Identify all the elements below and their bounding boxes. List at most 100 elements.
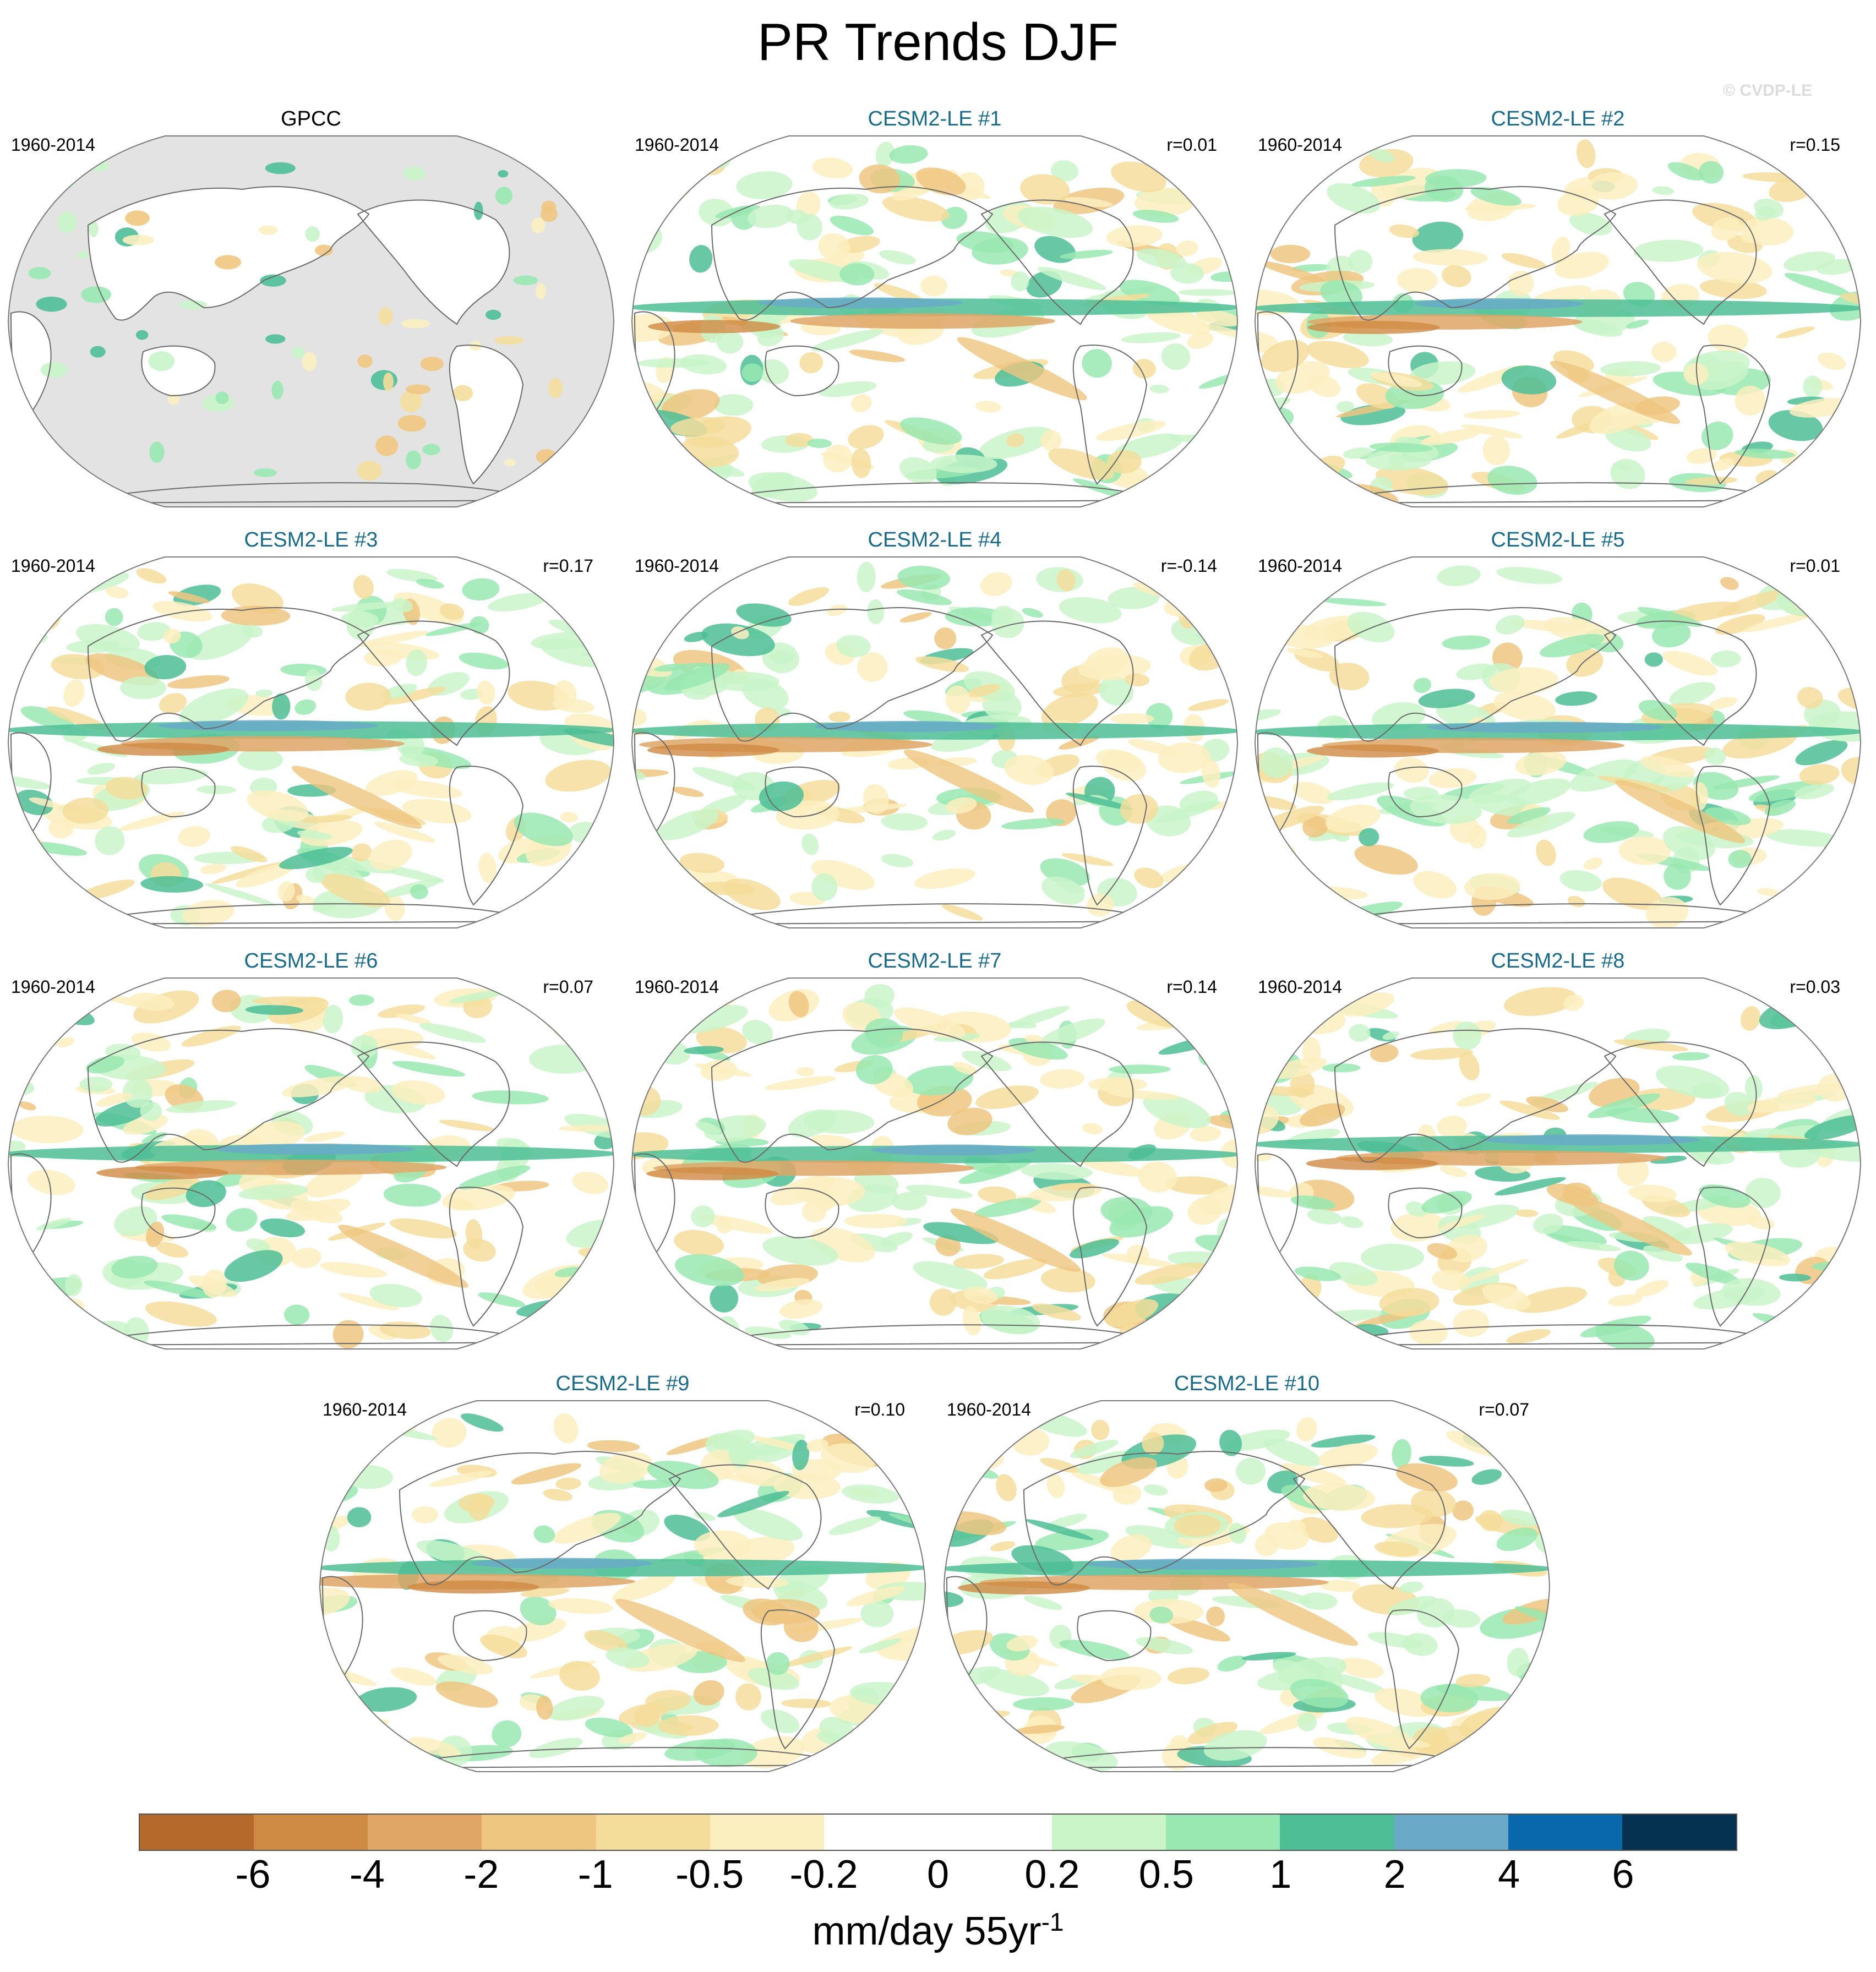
panel-title: CESM2-LE #8 (1491, 949, 1625, 973)
trend-map (1252, 553, 1863, 932)
panel-period: 1960-2014 (947, 1400, 1032, 1419)
colorbar-unit-exponent: -1 (1041, 1908, 1064, 1936)
colorbar-unit-text: mm/day 55yr (812, 1909, 1041, 1953)
trend-map-svg (319, 1400, 926, 1772)
colorbar-segment (1052, 1815, 1166, 1850)
colorbar-tick-label: -2 (463, 1853, 499, 1897)
colorbar-segment (368, 1815, 482, 1850)
colorbar-segment (140, 1815, 254, 1850)
panel-period: 1960-2014 (1258, 135, 1343, 155)
trend-map-svg (7, 135, 615, 507)
panel-correlation: r=0.17 (543, 556, 593, 576)
panel-period: 1960-2014 (1258, 556, 1343, 576)
panel-correlation: r=0.07 (543, 977, 593, 997)
panel-period: 1960-2014 (11, 135, 96, 155)
trend-map-svg (631, 556, 1239, 928)
trend-map-svg (631, 135, 1239, 507)
trend-map (1252, 974, 1863, 1353)
map-panel: CESM2-LE #8 1960-2014 r=0.03 (1252, 949, 1863, 1354)
colorbar-segment (596, 1815, 710, 1850)
colorbar-tick-label: 0.5 (1138, 1853, 1194, 1897)
panel-correlation: r=0.03 (1790, 977, 1840, 997)
panel-title: CESM2-LE #10 (1174, 1372, 1319, 1395)
panel-title: CESM2-LE #4 (868, 528, 1002, 551)
colorbar-tick-label: 2 (1383, 1853, 1406, 1897)
colorbar-tick-label: -0.5 (675, 1853, 744, 1897)
panel-title: CESM2-LE #1 (868, 107, 1002, 130)
panel-title: CESM2-LE #9 (555, 1372, 690, 1395)
trend-map (6, 974, 617, 1353)
map-panel: CESM2-LE #6 1960-2014 r=0.07 (6, 949, 617, 1354)
map-panel: CESM2-LE #5 1960-2014 r=0.01 (1252, 528, 1863, 933)
colorbar-segment (1280, 1815, 1394, 1850)
trend-map-svg (1254, 556, 1862, 928)
panel-title: CESM2-LE #3 (244, 528, 378, 551)
trend-map (6, 132, 617, 511)
map-panel: CESM2-LE #10 1960-2014 r=0.07 (941, 1372, 1552, 1777)
panel-correlation: r=0.14 (1166, 977, 1217, 997)
map-panel: CESM2-LE #1 1960-2014 r=0.01 (629, 107, 1240, 512)
colorbar-segment (824, 1815, 938, 1850)
panel-title: CESM2-LE #2 (1491, 107, 1625, 130)
figure-title: PR Trends DJF (757, 13, 1119, 72)
panel-correlation: r=0.10 (854, 1400, 905, 1419)
map-panel: CESM2-LE #4 1960-2014 r=-0.14 (629, 528, 1240, 933)
panel-period: 1960-2014 (11, 977, 96, 997)
colorbar-tick-label: -0.2 (789, 1853, 858, 1897)
trend-map (629, 553, 1240, 932)
colorbar-segment (1166, 1815, 1280, 1850)
panel-title: GPCC (281, 107, 341, 130)
colorbar-tick-label: -6 (235, 1853, 271, 1897)
panel-period: 1960-2014 (635, 135, 719, 155)
panel-correlation: r=-0.14 (1160, 556, 1217, 576)
colorbar-segment (254, 1815, 368, 1850)
trend-map (629, 974, 1240, 1353)
colorbar-segment (1622, 1815, 1736, 1850)
colorbar-tick-label: 4 (1498, 1853, 1520, 1897)
watermark: © CVDP-LE (1723, 81, 1813, 100)
trend-map-svg (1254, 135, 1862, 507)
panel-period: 1960-2014 (11, 556, 96, 576)
colorbar-tick-label: 6 (1612, 1853, 1634, 1897)
trend-map (941, 1396, 1552, 1776)
colorbar-tick-label: 0 (926, 1853, 950, 1897)
trend-map-svg (1254, 977, 1862, 1350)
panel-title: CESM2-LE #5 (1491, 528, 1625, 551)
colorbar-tick-label: -4 (349, 1853, 385, 1897)
panel-period: 1960-2014 (635, 556, 719, 576)
panel-period: 1960-2014 (1258, 977, 1343, 997)
trend-map (1252, 132, 1863, 511)
colorbar-unit: mm/day 55yr-1 (0, 1907, 1876, 1954)
colorbar-segment (937, 1815, 1052, 1850)
map-panel: GPCC 1960-2014 (6, 107, 617, 512)
trend-map (629, 132, 1240, 511)
panel-title: CESM2-LE #6 (244, 949, 378, 973)
colorbar-segment (1508, 1815, 1622, 1850)
map-panel: CESM2-LE #7 1960-2014 r=0.14 (629, 949, 1240, 1354)
colorbar (139, 1813, 1737, 1851)
panel-correlation: r=0.07 (1479, 1400, 1529, 1419)
trend-map-svg (7, 977, 615, 1350)
panel-period: 1960-2014 (323, 1400, 407, 1419)
panel-correlation: r=0.01 (1166, 135, 1217, 155)
colorbar-tick-label: 0.2 (1024, 1853, 1080, 1897)
map-panel: CESM2-LE #2 1960-2014 r=0.15 (1252, 107, 1863, 512)
colorbar-segment (1394, 1815, 1508, 1850)
colorbar-labels: -6 -4 -2 -1 -0.5 -0.2 0 0.2 0.5 1 2 4 6 (0, 1852, 1876, 1913)
colorbar-tick-label: -1 (577, 1853, 613, 1897)
colorbar-tick-label: 1 (1269, 1853, 1292, 1897)
panel-correlation: r=0.01 (1790, 556, 1840, 576)
trend-map (6, 553, 617, 932)
colorbar-segment (482, 1815, 596, 1850)
trend-map-svg (943, 1400, 1551, 1772)
panel-correlation: r=0.15 (1790, 135, 1840, 155)
trend-map (317, 1396, 928, 1776)
map-panel: CESM2-LE #3 1960-2014 r=0.17 (6, 528, 617, 933)
panel-period: 1960-2014 (635, 977, 719, 997)
trend-map-svg (631, 977, 1239, 1350)
panel-title: CESM2-LE #7 (868, 949, 1002, 973)
map-panel: CESM2-LE #9 1960-2014 r=0.10 (317, 1372, 928, 1777)
trend-map-svg (7, 556, 615, 928)
colorbar-segment (710, 1815, 824, 1850)
